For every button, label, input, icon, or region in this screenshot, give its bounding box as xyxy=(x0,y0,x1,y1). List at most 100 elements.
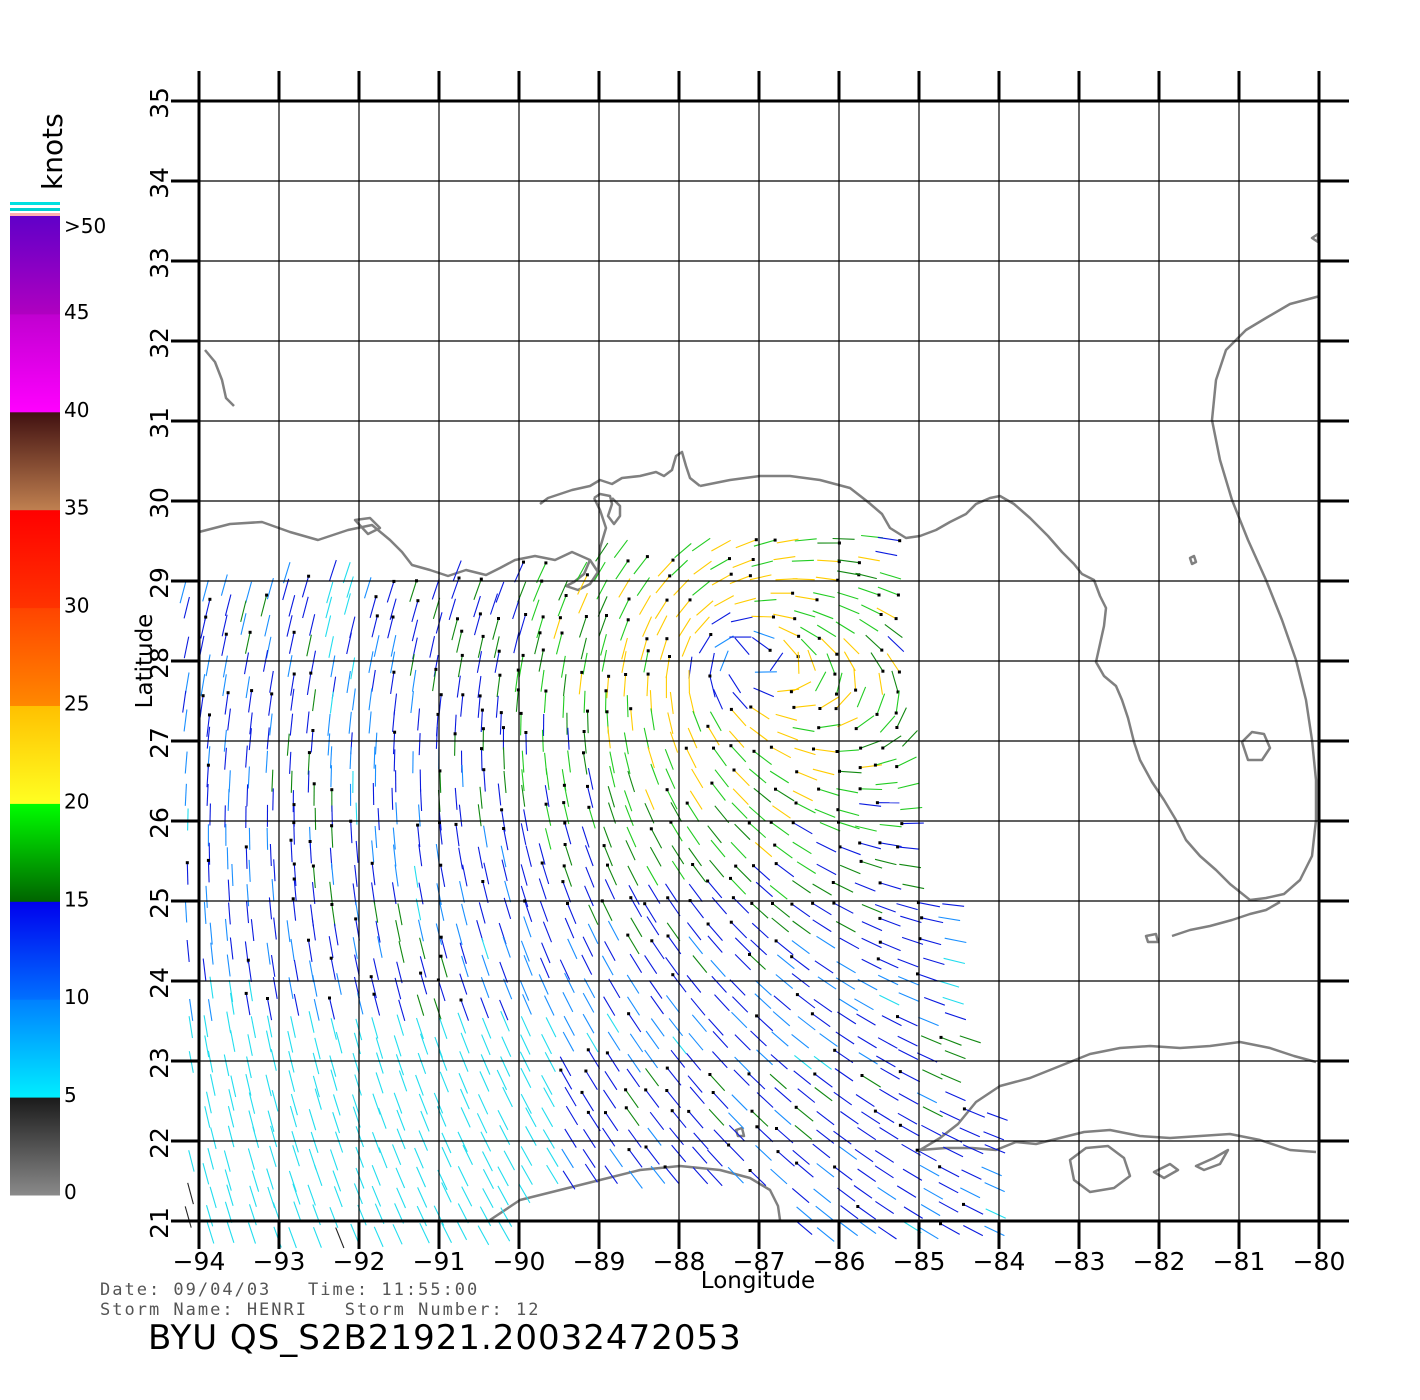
wind-vector xyxy=(264,614,271,637)
wind-vector xyxy=(541,1074,553,1095)
wind-vector xyxy=(860,788,883,791)
wind-vector xyxy=(645,1089,660,1108)
rain-flag xyxy=(270,692,274,696)
wind-vector xyxy=(290,1016,296,1038)
wind-vector xyxy=(875,1200,895,1215)
wind-vector xyxy=(387,616,394,639)
wind-vector xyxy=(791,681,812,693)
wind-vector xyxy=(246,1056,252,1079)
wind-vector xyxy=(245,581,253,604)
wind-vector xyxy=(245,846,248,869)
wind-vector xyxy=(199,695,204,718)
wind-vector xyxy=(670,821,683,842)
wind-vector xyxy=(981,1166,1002,1177)
wind-vector xyxy=(814,1073,833,1088)
y-tick-label: 30 xyxy=(145,487,174,519)
wind-vector xyxy=(833,902,854,914)
wind-vector xyxy=(813,1055,832,1070)
rain-flag xyxy=(629,896,633,900)
wind-vector xyxy=(282,562,291,584)
rain-flag xyxy=(584,1069,588,1073)
rain-flag xyxy=(416,823,420,827)
rain-flag xyxy=(734,864,738,868)
rain-flag xyxy=(434,667,438,671)
rain-flag xyxy=(453,732,457,736)
wind-vector xyxy=(728,1112,745,1129)
wind-vector xyxy=(748,1073,766,1090)
wind-vector xyxy=(293,863,297,887)
rain-flag xyxy=(624,1088,628,1092)
wind-vector xyxy=(518,1183,531,1204)
rain-flag xyxy=(521,653,525,657)
wind-vector xyxy=(774,1109,792,1126)
wind-vector xyxy=(538,878,547,900)
wind-vector xyxy=(834,1068,854,1082)
wind-vector xyxy=(417,825,421,848)
wind-vector xyxy=(419,956,427,978)
rain-flag xyxy=(818,707,822,710)
wind-vector xyxy=(627,770,636,793)
wind-vector xyxy=(286,920,291,943)
wind-vector xyxy=(489,593,499,615)
wind-vector xyxy=(563,865,573,887)
wind-vector xyxy=(377,808,380,831)
wind-vector xyxy=(567,727,570,750)
wind-vector xyxy=(500,1010,510,1032)
rain-flag xyxy=(916,972,919,976)
wind-vector xyxy=(609,765,616,788)
wind-vector xyxy=(415,1074,424,1096)
wind-vector xyxy=(243,652,250,675)
wind-vector xyxy=(812,610,834,620)
wind-vector xyxy=(582,1013,595,1034)
wind-vector xyxy=(902,730,918,747)
wind-vector xyxy=(266,942,271,965)
wind-vector xyxy=(858,556,880,562)
wind-vector xyxy=(773,556,796,561)
y-tick-label: 28 xyxy=(145,647,174,679)
wind-vector xyxy=(771,1031,789,1047)
wind-vector xyxy=(884,623,903,639)
wind-vector xyxy=(545,804,552,826)
wind-vector xyxy=(794,610,816,618)
wind-vector xyxy=(245,1073,252,1096)
rain-flag xyxy=(206,763,210,767)
rain-flag xyxy=(580,670,584,674)
rain-flag xyxy=(561,880,565,884)
wind-vector xyxy=(438,899,445,921)
wind-vector xyxy=(874,903,896,913)
wind-vector xyxy=(268,693,273,716)
colorbar-tick-label: 0 xyxy=(64,1180,77,1204)
wind-vector xyxy=(561,1148,574,1169)
wind-vector xyxy=(247,1222,257,1244)
wind-vector xyxy=(224,1201,233,1223)
wind-vector xyxy=(770,1054,788,1070)
wind-vector xyxy=(730,616,753,623)
wind-vector xyxy=(819,696,839,709)
wind-vector xyxy=(769,652,784,672)
rain-flag xyxy=(878,881,882,885)
colorbar-tick-label: 30 xyxy=(64,594,89,618)
wind-vector xyxy=(266,1015,273,1038)
rain-flag xyxy=(516,668,520,672)
rain-flag xyxy=(244,845,248,849)
rain-flag xyxy=(790,955,794,959)
wind-vector xyxy=(520,1093,532,1114)
wind-vector xyxy=(393,1092,403,1114)
wind-vector xyxy=(943,1146,964,1158)
rain-flag xyxy=(749,705,753,709)
wind-vector xyxy=(307,770,310,793)
wind-vector xyxy=(441,1182,452,1203)
wind-vector xyxy=(392,732,396,755)
wind-vector xyxy=(685,747,697,769)
wind-vector xyxy=(461,903,468,926)
wind-vector xyxy=(220,574,228,596)
colorbar-bin xyxy=(10,705,60,804)
wind-vector xyxy=(520,713,522,736)
wind-vector xyxy=(797,994,816,1009)
wind-vector xyxy=(628,1149,643,1168)
wind-vector xyxy=(645,1068,660,1087)
wind-vector xyxy=(564,822,572,845)
rain-flag xyxy=(372,992,376,996)
wind-vector xyxy=(665,956,679,976)
rain-flag xyxy=(729,572,733,576)
